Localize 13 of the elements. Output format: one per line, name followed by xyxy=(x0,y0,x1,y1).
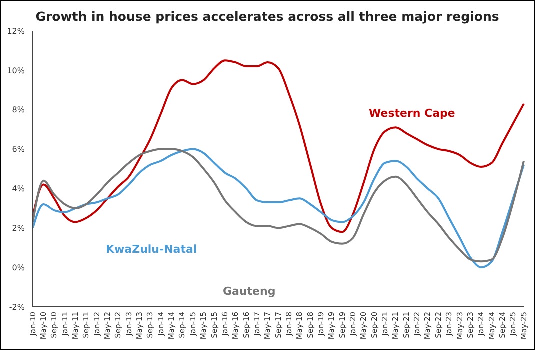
series-label: Western Cape xyxy=(369,107,456,120)
line-series xyxy=(32,60,525,234)
y-tick-label: 12% xyxy=(7,26,26,36)
chart-title: Growth in house prices accelerates across all three major regions xyxy=(34,9,500,26)
text: KwaZulu-Natal xyxy=(106,243,198,256)
y-tick-label: -2% xyxy=(9,302,26,312)
text: Gauteng xyxy=(223,285,276,298)
y-tick-label: 4% xyxy=(12,184,26,194)
y-tick-label: 2% xyxy=(12,224,26,233)
y-tick-label: 8% xyxy=(12,106,26,115)
y-tick-label: 10% xyxy=(7,66,26,76)
y-tick-label: 0% xyxy=(12,263,26,272)
y-tick-label: 6% xyxy=(12,145,26,154)
